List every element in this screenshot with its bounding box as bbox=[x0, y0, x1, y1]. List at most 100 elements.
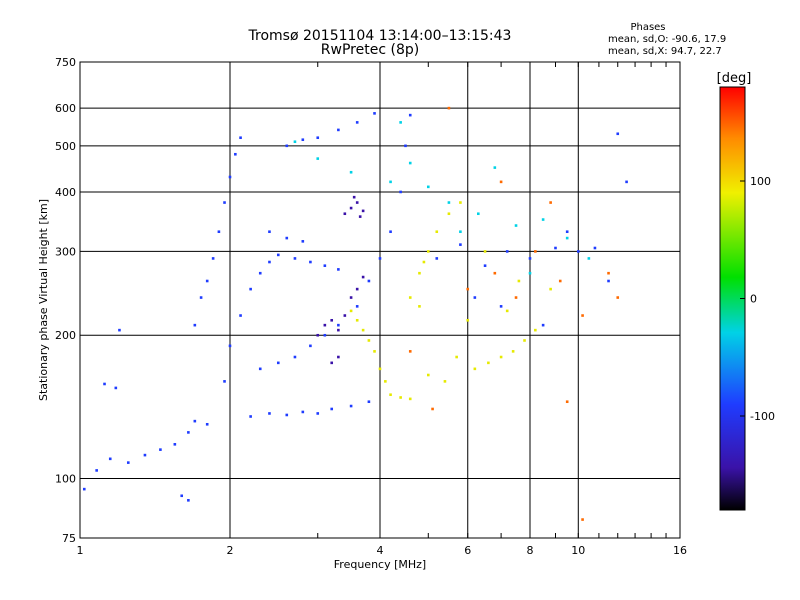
data-point bbox=[473, 296, 477, 299]
data-point bbox=[483, 264, 487, 267]
data-point bbox=[358, 215, 362, 218]
data-point bbox=[193, 419, 197, 423]
data-point bbox=[607, 279, 610, 283]
data-point bbox=[422, 260, 426, 264]
data-point bbox=[223, 201, 226, 204]
data-point bbox=[323, 333, 327, 337]
y-tick-label: 600 bbox=[55, 102, 76, 115]
data-point bbox=[389, 180, 392, 184]
data-point bbox=[234, 152, 237, 156]
data-point bbox=[355, 121, 359, 124]
x-tick-label: 16 bbox=[673, 544, 687, 557]
data-point bbox=[389, 230, 392, 234]
data-point bbox=[435, 230, 439, 234]
data-point bbox=[187, 431, 190, 434]
data-point bbox=[514, 296, 518, 299]
data-point bbox=[473, 367, 477, 371]
data-point bbox=[355, 318, 359, 322]
data-point bbox=[228, 175, 232, 179]
data-point bbox=[483, 250, 487, 253]
data-point bbox=[349, 404, 353, 408]
x-tick-label: 8 bbox=[527, 544, 534, 557]
data-point bbox=[330, 361, 334, 365]
x-tick-label: 4 bbox=[377, 544, 384, 557]
data-point bbox=[408, 397, 412, 401]
stats-line-x: mean, sd,X: 94.7, 22.7 bbox=[608, 46, 722, 57]
data-point bbox=[367, 339, 371, 342]
data-point bbox=[361, 275, 365, 279]
data-point bbox=[337, 268, 340, 271]
colorbar-ticks: 100 0 -100 bbox=[740, 175, 775, 423]
data-point bbox=[549, 287, 552, 291]
data-point bbox=[447, 106, 451, 110]
data-point bbox=[223, 380, 226, 383]
data-point bbox=[268, 260, 271, 264]
colorbar-tick-label: -100 bbox=[750, 410, 775, 423]
data-point bbox=[355, 287, 359, 291]
data-point bbox=[435, 257, 439, 260]
data-point bbox=[114, 386, 118, 390]
data-point bbox=[276, 253, 280, 257]
data-point bbox=[367, 279, 371, 283]
stats-line-o: mean, sd,O: -90.6, 17.9 bbox=[608, 34, 726, 45]
data-point bbox=[426, 373, 430, 377]
data-point bbox=[293, 355, 297, 359]
data-point bbox=[301, 240, 305, 243]
data-point bbox=[258, 367, 262, 371]
data-point bbox=[447, 212, 451, 216]
data-point bbox=[330, 318, 334, 322]
data-point bbox=[355, 305, 359, 308]
y-tick-label: 200 bbox=[55, 329, 76, 342]
data-point bbox=[593, 246, 597, 250]
data-point bbox=[159, 448, 162, 451]
colorbar-tick-label: 100 bbox=[750, 175, 771, 188]
data-point bbox=[309, 260, 312, 264]
data-point bbox=[511, 350, 515, 353]
data-point bbox=[466, 287, 470, 291]
data-point bbox=[541, 323, 545, 327]
data-point bbox=[361, 328, 365, 332]
data-point bbox=[217, 230, 221, 234]
data-point bbox=[389, 393, 392, 397]
data-point bbox=[459, 201, 462, 204]
data-point bbox=[309, 344, 312, 348]
data-point bbox=[258, 271, 262, 275]
data-point bbox=[349, 170, 353, 174]
y-axis-label: Stationary phase Virtual Height [km] bbox=[37, 199, 50, 401]
data-point bbox=[337, 355, 340, 359]
colorbar-label: [deg] bbox=[717, 71, 752, 86]
data-point bbox=[239, 136, 242, 140]
data-point bbox=[349, 296, 353, 299]
data-point bbox=[285, 144, 289, 148]
x-tick-label: 6 bbox=[464, 544, 471, 557]
data-point bbox=[103, 382, 106, 386]
x-tick-label: 2 bbox=[227, 544, 234, 557]
data-point bbox=[466, 318, 470, 322]
data-point bbox=[249, 287, 252, 291]
data-point bbox=[587, 257, 591, 260]
data-point bbox=[249, 415, 252, 418]
data-point bbox=[523, 339, 526, 342]
data-point bbox=[343, 212, 347, 216]
data-point bbox=[616, 296, 620, 299]
data-point bbox=[211, 257, 215, 260]
data-point bbox=[330, 407, 334, 411]
data-point bbox=[487, 361, 490, 365]
data-point bbox=[199, 296, 203, 299]
x-axis-label: Frequency [MHz] bbox=[334, 558, 426, 571]
data-point bbox=[534, 328, 537, 332]
data-point bbox=[268, 412, 271, 415]
y-tick-label: 75 bbox=[62, 532, 76, 545]
plot-area: 1 2 4 6 8 10 16 75 100 200 300 400 500 600 750 bbox=[55, 56, 687, 557]
data-point bbox=[576, 250, 580, 253]
data-point bbox=[373, 350, 376, 353]
data-point bbox=[565, 400, 569, 404]
data-point bbox=[95, 469, 98, 472]
data-point bbox=[268, 230, 271, 234]
data-point bbox=[384, 380, 387, 383]
x-tick-label: 1 bbox=[77, 544, 84, 557]
data-point bbox=[505, 309, 509, 313]
y-tick-label: 750 bbox=[55, 56, 76, 69]
data-point bbox=[118, 328, 121, 332]
